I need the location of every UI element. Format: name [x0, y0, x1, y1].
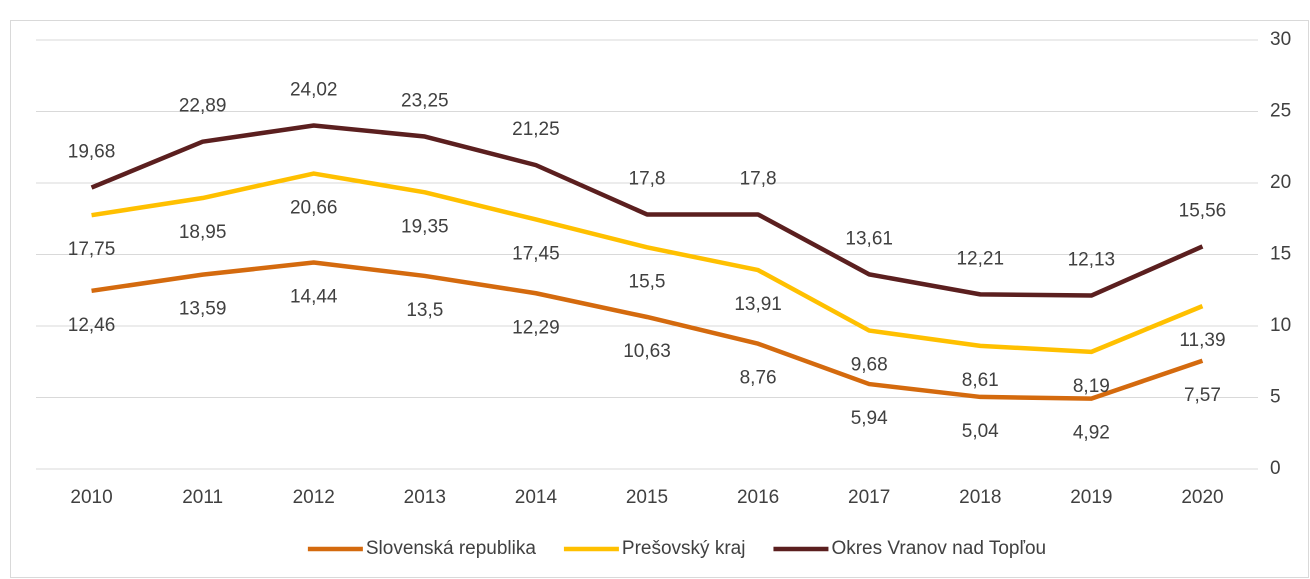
data-label: 24,02	[290, 80, 338, 101]
legend-item: Prešovský kraj	[563, 538, 746, 559]
x-tick-label: 2010	[70, 487, 112, 508]
data-label: 11,39	[1179, 330, 1225, 351]
data-label: 19,68	[68, 142, 116, 163]
series-line	[90, 123, 1204, 298]
legend-label: Prešovský kraj	[622, 538, 746, 559]
data-label: 19,35	[401, 216, 449, 237]
x-tick-label: 2011	[182, 487, 223, 508]
data-label: 15,5	[629, 271, 666, 292]
data-label: 12,46	[68, 315, 116, 336]
x-tick-label: 2013	[404, 487, 446, 508]
x-tick-label: 2017	[848, 487, 890, 508]
data-label: 5,04	[962, 421, 999, 442]
data-label: 4,92	[1073, 423, 1110, 444]
x-tick-label: 2020	[1181, 487, 1223, 508]
x-tick-label: 2014	[515, 487, 558, 508]
data-label: 13,91	[734, 294, 782, 315]
series-line	[91, 171, 1204, 355]
data-label: 8,19	[1073, 376, 1110, 397]
x-tick-label: 2018	[959, 487, 1001, 508]
data-label: 17,8	[629, 168, 666, 189]
data-label: 23,25	[401, 91, 449, 112]
data-label: 12,29	[512, 317, 560, 338]
data-label: 14,44	[290, 287, 338, 308]
legend-item: Slovenská republika	[307, 538, 536, 559]
series-line	[91, 260, 1204, 401]
chart-frame	[10, 20, 1309, 578]
x-tick-label: 2019	[1070, 487, 1112, 508]
x-tick-label: 2016	[737, 487, 779, 508]
data-label: 21,25	[512, 119, 560, 140]
data-label: 22,89	[179, 96, 227, 117]
y-tick-label: 20	[1270, 172, 1291, 193]
data-label: 13,5	[406, 300, 443, 321]
data-label: 15,56	[1179, 201, 1227, 222]
data-label: 7,57	[1184, 385, 1221, 406]
legend-label: Slovenská republika	[366, 538, 536, 559]
data-label: 17,75	[68, 239, 116, 260]
y-tick-label: 10	[1270, 315, 1291, 336]
data-label: 12,13	[1068, 250, 1116, 271]
data-label: 8,61	[962, 370, 999, 391]
x-tick-label: 2012	[293, 487, 335, 508]
data-label: 9,68	[851, 355, 888, 376]
y-tick-label: 0	[1270, 458, 1281, 479]
data-label: 13,61	[845, 228, 893, 249]
data-label: 17,8	[740, 168, 777, 189]
y-tick-label: 25	[1270, 101, 1291, 122]
data-label: 5,94	[851, 408, 888, 429]
y-tick-label: 5	[1270, 387, 1281, 408]
data-label: 12,21	[956, 248, 1004, 269]
data-label: 13,59	[179, 299, 227, 320]
y-tick-label: 30	[1270, 29, 1291, 50]
data-label: 20,66	[290, 198, 338, 219]
legend-label: Okres Vranov nad Topľou	[831, 538, 1046, 559]
data-label: 18,95	[179, 222, 227, 243]
y-tick-label: 15	[1270, 244, 1291, 265]
data-label: 8,76	[740, 368, 777, 389]
data-label: 10,63	[623, 341, 671, 362]
legend-item: Okres Vranov nad Topľou	[773, 538, 1046, 559]
data-label: 17,45	[512, 243, 560, 264]
x-tick-label: 2015	[626, 487, 668, 508]
